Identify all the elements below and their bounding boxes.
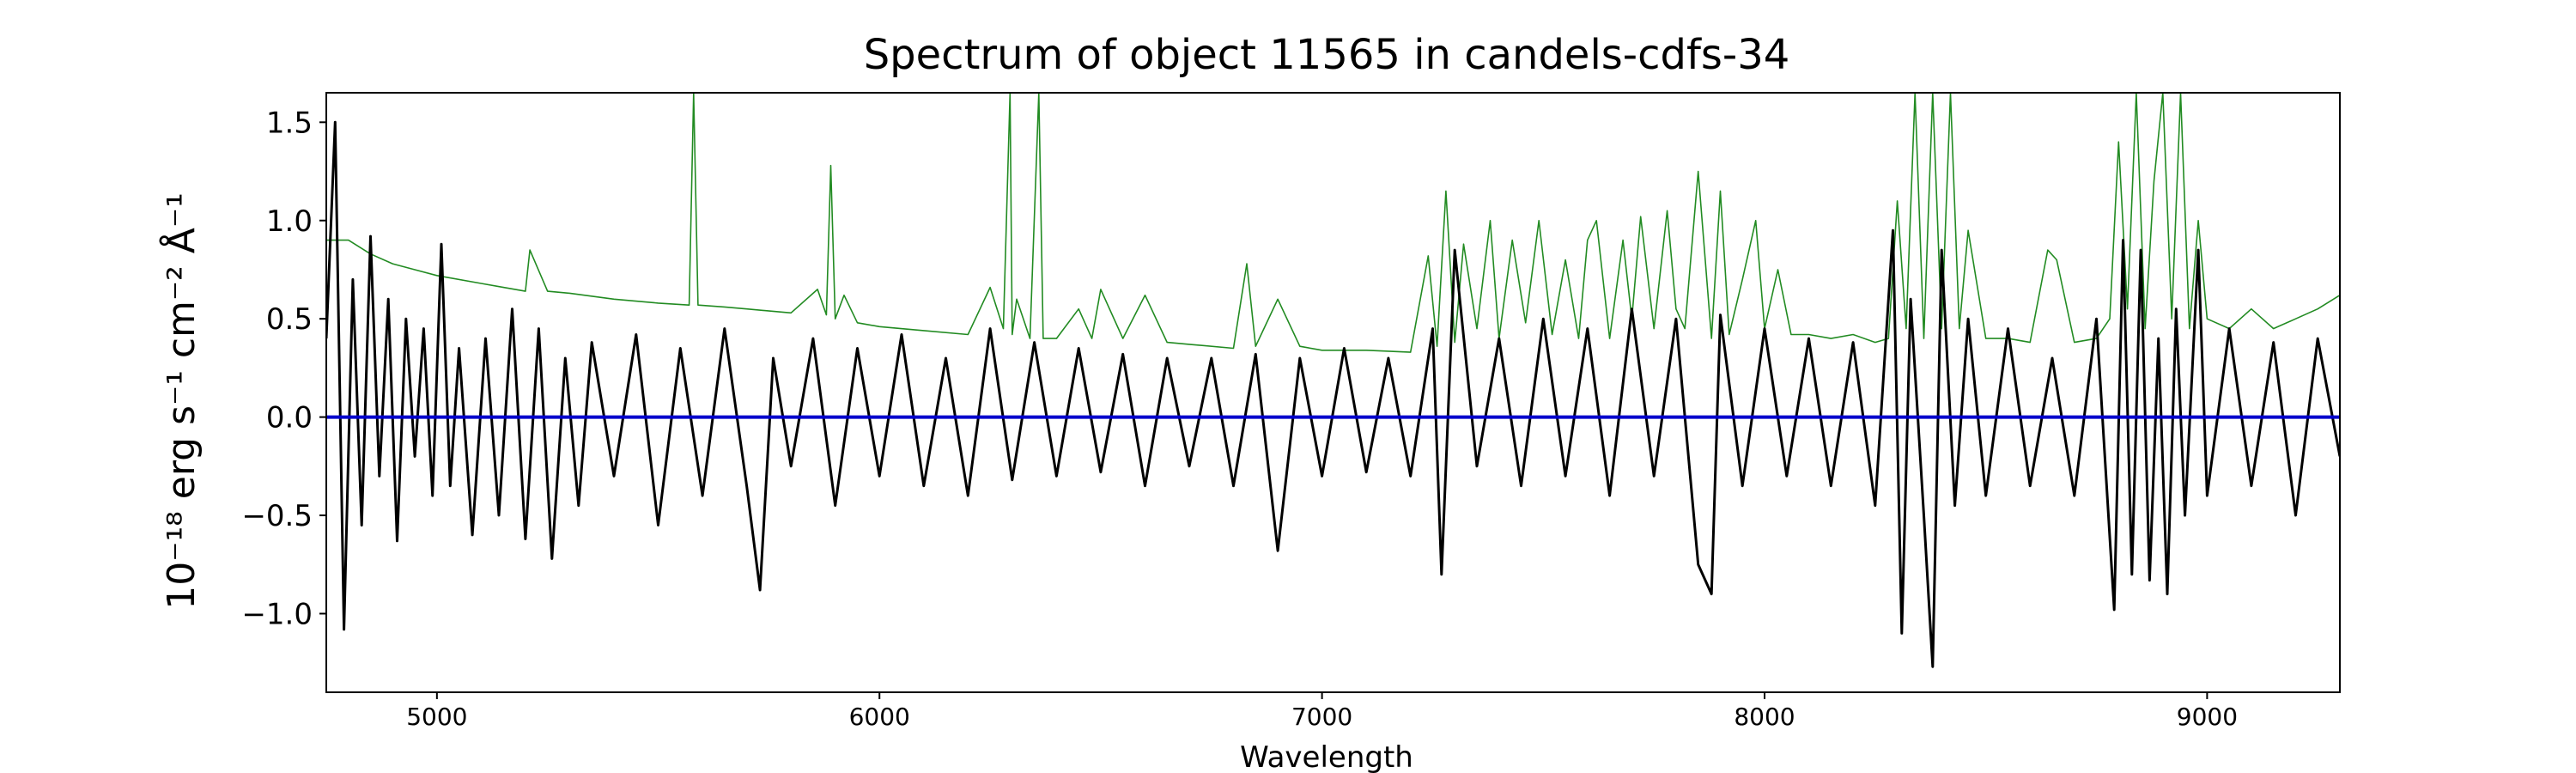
chart-title: Spectrum of object 11565 in candels-cdfs… <box>864 31 1790 79</box>
x-tick-label: 5000 <box>406 703 467 731</box>
y-tick-label: 0.0 <box>266 401 313 435</box>
y-tick-label: 1.0 <box>266 204 313 239</box>
x-tick-label: 8000 <box>1734 703 1795 731</box>
x-tick-label: 6000 <box>849 703 910 731</box>
y-axis-label: 10⁻¹⁸ erg s⁻¹ cm⁻² Å⁻¹ <box>158 192 204 609</box>
x-tick-label: 9000 <box>2177 703 2238 731</box>
y-tick-label: −1.0 <box>241 597 313 631</box>
y-tick-label: −0.5 <box>241 499 313 533</box>
error-series-line <box>326 93 2340 353</box>
y-tick-label: 0.5 <box>266 302 313 337</box>
flux-series-line <box>326 120 2340 668</box>
plot-lines <box>326 93 2340 668</box>
x-axis: 5000 6000 7000 8000 9000 <box>406 692 2238 731</box>
x-tick-label: 7000 <box>1291 703 1352 731</box>
y-tick-label: 1.5 <box>266 106 313 140</box>
x-axis-label: Wavelength <box>1240 740 1413 773</box>
plot-frame <box>325 92 2341 693</box>
y-axis: −1.0 −0.5 0.0 0.5 1.0 1.5 <box>241 106 326 631</box>
